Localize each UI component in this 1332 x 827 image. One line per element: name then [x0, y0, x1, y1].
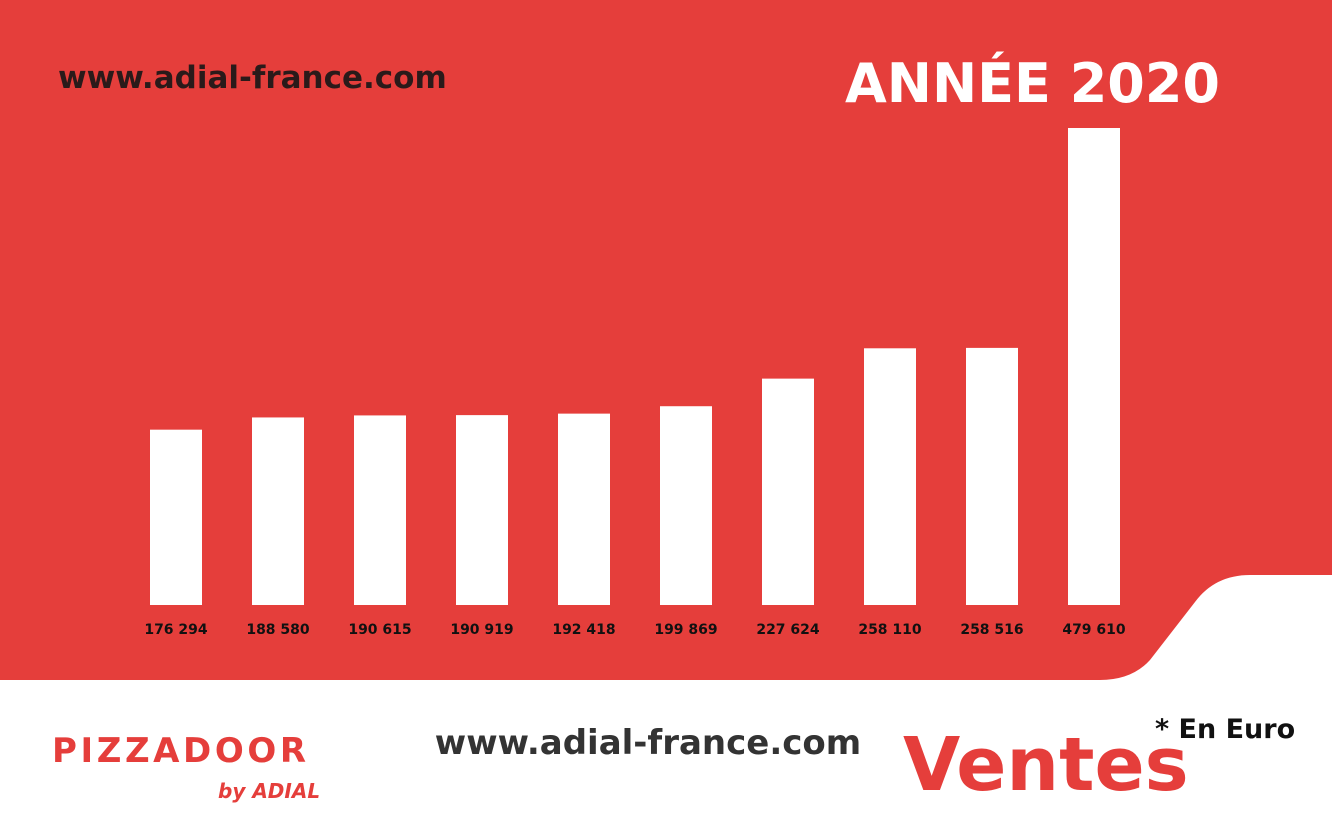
bar [456, 415, 508, 605]
value-label: 190 919 [450, 622, 513, 638]
footer-label: Ventes [903, 722, 1189, 808]
bar [354, 415, 406, 605]
value-label: 199 869 [654, 622, 717, 638]
bars: 176 294 188 580 190 615 190 919 192 418 199 8… [144, 128, 1126, 638]
logo-tagline: by ADIAL [218, 779, 320, 803]
value-label: 176 294 [144, 622, 208, 638]
value-label: 188 580 [246, 622, 310, 638]
value-label: 192 418 [552, 622, 615, 638]
value-label: 258 516 [960, 622, 1023, 638]
header-url: www.adial-france.com [58, 60, 447, 96]
footer-url: www.adial-france.com [435, 723, 861, 763]
bar [252, 417, 304, 605]
footer-note: * En Euro [1155, 714, 1295, 745]
bar [762, 378, 814, 605]
value-label: 190 615 [348, 622, 411, 638]
value-label: 227 624 [756, 622, 820, 638]
chart-title: ANNÉE 2020 [845, 52, 1220, 115]
bar [1068, 128, 1120, 605]
bar [558, 413, 610, 605]
bar [150, 429, 202, 605]
bar [864, 348, 916, 605]
value-label: 258 110 [858, 622, 922, 638]
bar [660, 406, 712, 605]
bar [966, 347, 1018, 605]
value-label: 479 610 [1062, 622, 1126, 638]
logo-brand: PIZZADOOR [52, 731, 306, 771]
